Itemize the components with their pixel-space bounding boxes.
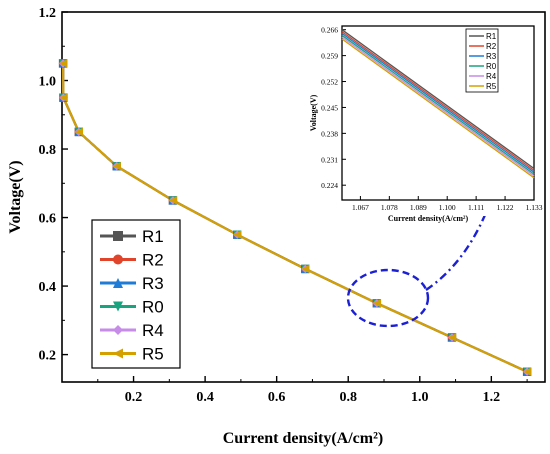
x-tick-label: 1.2 (483, 390, 501, 405)
legend-label: R0 (142, 298, 164, 317)
inset-y-tick-label: 0.224 (321, 181, 338, 190)
inset-legend-label: R4 (486, 72, 497, 81)
x-tick-label: 0.8 (339, 390, 357, 405)
x-tick-label: 1.0 (411, 390, 429, 405)
legend-label: R4 (142, 321, 164, 340)
inset-y-tick-label: 0.259 (321, 52, 338, 61)
zoom-region-ellipse (346, 268, 430, 328)
inset-x-tick-label: 1.133 (526, 203, 543, 212)
y-tick-label: 0.8 (39, 143, 57, 158)
data-point-r5 (447, 333, 457, 342)
inset-x-axis-label: Current density(A/cm²) (388, 214, 469, 223)
inset-y-tick-label: 0.245 (321, 103, 338, 112)
y-axis-label: Voltage(V) (7, 160, 24, 233)
legend-marker-r4 (113, 325, 123, 335)
inset-series-line-r5 (341, 38, 535, 179)
inset-plot-frame (341, 25, 535, 201)
data-point-r5 (112, 161, 121, 171)
inset-x-tick-label: 1.111 (468, 203, 485, 212)
inset-legend-label: R0 (486, 62, 497, 71)
inset-legend-label: R3 (486, 52, 497, 61)
inset-x-tick-label: 1.100 (439, 203, 456, 212)
legend-label: R2 (142, 251, 164, 270)
x-tick-label: 0.4 (196, 390, 214, 405)
legend-label: R1 (142, 227, 164, 246)
inset-y-tick-label: 0.266 (321, 26, 338, 35)
inset-series-line-r2 (341, 31, 535, 171)
legend-marker-r0 (113, 301, 123, 312)
legend-marker-r1 (113, 231, 123, 241)
legend-marker-r5 (113, 348, 123, 359)
inset-y-tick-label: 0.238 (321, 129, 338, 138)
inset-x-tick-label: 1.122 (497, 203, 514, 212)
y-tick-label: 1.2 (39, 6, 57, 21)
main-legend-box (91, 219, 181, 369)
inset-legend-label: R1 (486, 32, 497, 41)
data-point-r5 (59, 93, 68, 102)
data-point-r5 (233, 230, 242, 239)
data-point-r5 (168, 196, 178, 205)
data-point-r5 (372, 299, 382, 308)
inset-series-line-r3 (341, 32, 535, 173)
y-tick-label: 0.2 (39, 349, 57, 364)
legend-label: R3 (142, 274, 164, 293)
inset-legend-label: R2 (486, 42, 497, 51)
inset-x-tick-label: 1.067 (352, 203, 369, 212)
inset-y-axis-label: Voltage(V) (309, 94, 318, 131)
x-axis-label: Current density(A/cm²) (223, 430, 383, 447)
inset-y-tick-label: 0.252 (321, 78, 338, 87)
inset-series-line-r0 (341, 34, 535, 175)
main-plot-frame (61, 11, 546, 383)
inset-legend-label: R5 (486, 82, 497, 91)
y-tick-label: 0.6 (39, 212, 57, 227)
legend-label: R5 (142, 345, 164, 364)
legend-marker-r3 (113, 278, 123, 288)
x-tick-label: 0.6 (268, 390, 286, 405)
inset-background (300, 22, 540, 216)
y-tick-label: 1.0 (39, 75, 57, 90)
data-point-r5 (522, 367, 532, 376)
data-point-r5 (58, 59, 68, 68)
inset-y-tick-label: 0.231 (321, 155, 338, 164)
inset-series-line-r1 (341, 29, 535, 170)
legend-marker-r2 (113, 254, 123, 265)
inset-x-tick-label: 1.089 (410, 203, 427, 212)
data-point-r5 (301, 264, 310, 274)
inset-series-line-r4 (341, 36, 535, 177)
data-point-r5 (74, 127, 84, 137)
inset-x-tick-label: 1.078 (381, 203, 398, 212)
x-tick-label: 0.2 (125, 390, 143, 405)
y-tick-label: 0.4 (39, 280, 57, 295)
inset-legend-box (465, 28, 499, 93)
